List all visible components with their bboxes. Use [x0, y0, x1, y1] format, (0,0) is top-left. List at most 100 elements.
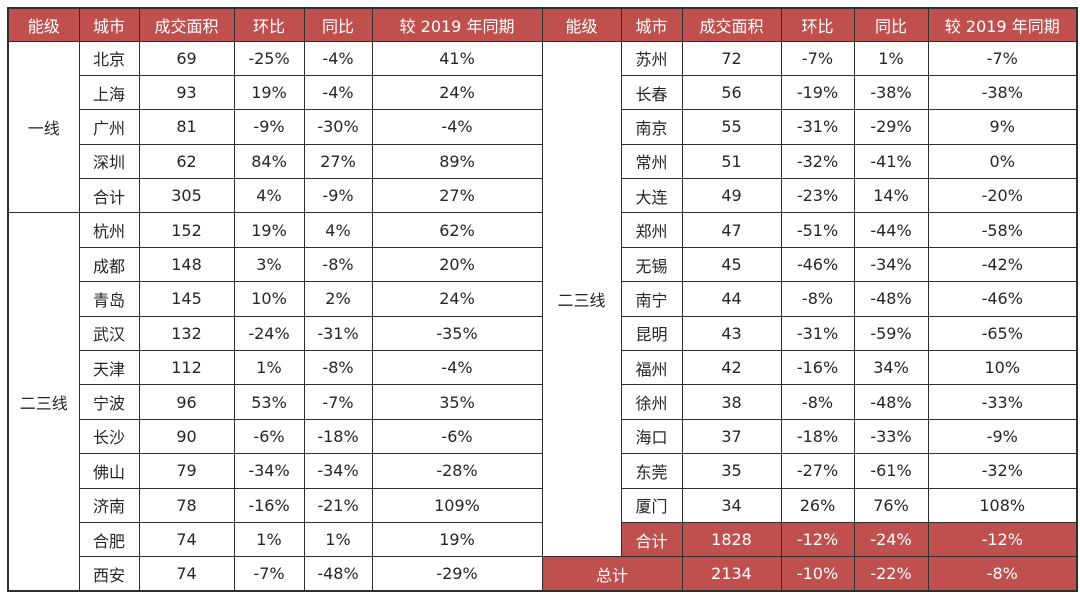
city-cell: 长春 [620, 74, 683, 111]
yoy-cell: -9% [303, 178, 373, 214]
vs2019-cell: 10% [927, 350, 1078, 386]
city-cell: 郑州 [620, 212, 683, 248]
area-cell: 145 [138, 281, 235, 317]
subtotal-area-cell: 1828 [681, 521, 782, 558]
city-cell: 北京 [78, 40, 140, 76]
vs2019-cell: -9% [927, 418, 1078, 455]
table-row: 长沙 90 -6% -18% -6% 海口 37 -18% -33% -9% [8, 418, 1078, 455]
city-cell: 福州 [620, 350, 683, 386]
yoy-cell: -48% [303, 556, 373, 592]
mom-cell: 26% [780, 487, 855, 523]
yoy-cell: 2% [303, 281, 373, 317]
area-cell: 35 [681, 453, 782, 489]
table-row: 成都 148 3% -8% 20% 无锡 45 -46% -34% -42% [8, 246, 1078, 283]
vs2019-cell: 24% [371, 74, 543, 111]
vs2019-cell: -33% [927, 384, 1078, 420]
area-cell: 81 [138, 109, 235, 145]
area-cell: 37 [681, 418, 782, 455]
table-row: 西安 74 -7% -48% -29% 总计 2134 -10% -22% -8% [8, 556, 1078, 592]
area-cell: 78 [138, 487, 235, 523]
city-cell: 西安 [78, 556, 140, 592]
city-cell: 杭州 [78, 212, 140, 248]
yoy-cell: -4% [303, 74, 373, 111]
vs2019-cell: -32% [927, 453, 1078, 489]
mom-cell: -16% [233, 487, 305, 523]
grand-total-vs2019-cell: -8% [927, 556, 1078, 592]
header-vs2019-left: 较 2019 年同期 [371, 7, 543, 42]
mom-cell: -34% [233, 453, 305, 489]
header-tier-right: 能级 [541, 7, 622, 42]
city-cell: 天津 [78, 350, 140, 386]
table-row: 二三线 杭州 152 19% 4% 62% 郑州 47 -51% -44% -58% [7, 212, 1078, 592]
vs2019-cell: -58% [927, 212, 1078, 248]
area-cell: 34 [681, 487, 782, 523]
header-mom-right: 环比 [780, 7, 855, 42]
yoy-cell: -34% [303, 453, 373, 489]
mom-cell: -27% [780, 453, 855, 489]
header-city-right: 城市 [620, 7, 683, 42]
area-cell: 79 [138, 453, 235, 489]
yoy-cell: -18% [303, 418, 373, 455]
mom-cell: -25% [233, 40, 305, 76]
vs2019-cell: 41% [371, 40, 543, 76]
city-cell: 青岛 [78, 281, 140, 317]
area-cell: 305 [138, 178, 235, 214]
vs2019-cell: 24% [371, 281, 543, 317]
mom-cell: -8% [780, 281, 855, 317]
yoy-cell: -21% [303, 487, 373, 523]
table-row: 合计 305 4% -9% 27% 大连 49 -23% 14% -20% [8, 178, 1078, 214]
vs2019-cell: 0% [927, 143, 1078, 180]
mom-cell: -51% [780, 212, 855, 248]
yoy-cell: 14% [853, 178, 929, 214]
vs2019-cell: 108% [927, 487, 1078, 523]
city-cell: 苏州 [620, 40, 683, 76]
header-tier-left: 能级 [7, 7, 80, 42]
area-cell: 56 [681, 74, 782, 111]
mom-cell: -9% [233, 109, 305, 145]
city-cell: 大连 [620, 178, 683, 214]
mom-cell: -19% [780, 74, 855, 111]
mom-cell: -24% [233, 315, 305, 352]
yoy-cell: -61% [853, 453, 929, 489]
area-cell: 69 [138, 40, 235, 76]
mom-cell: -23% [780, 178, 855, 214]
area-cell: 49 [681, 178, 782, 214]
area-cell: 47 [681, 212, 782, 248]
mom-cell: 3% [233, 246, 305, 283]
yoy-cell: -33% [853, 418, 929, 455]
header-vs2019-right: 较 2019 年同期 [927, 7, 1078, 42]
mom-cell: -46% [780, 246, 855, 283]
city-cell: 合计 [78, 178, 140, 214]
grand-total-yoy-cell: -22% [853, 556, 929, 592]
table-row: 广州 81 -9% -30% -4% 南京 55 -31% -29% 9% [8, 109, 1078, 145]
mom-cell: -31% [780, 109, 855, 145]
vs2019-cell: -65% [927, 315, 1078, 352]
city-cell: 长沙 [78, 418, 140, 455]
city-cell: 成都 [78, 246, 140, 283]
table-row: 济南 78 -16% -21% 109% 厦门 34 26% 76% 108% [8, 487, 1078, 523]
city-cell: 合肥 [78, 521, 140, 558]
yoy-cell: 76% [853, 487, 929, 523]
mom-cell: 19% [233, 74, 305, 111]
city-cell: 上海 [78, 74, 140, 111]
mom-cell: 1% [233, 350, 305, 386]
vs2019-cell: -4% [371, 350, 543, 386]
header-yoy-left: 同比 [303, 7, 373, 42]
mom-cell: -31% [780, 315, 855, 352]
area-cell: 44 [681, 281, 782, 317]
mom-cell: -7% [780, 40, 855, 76]
grand-total-label: 总计 [541, 556, 683, 592]
area-cell: 74 [138, 521, 235, 558]
vs2019-cell: -38% [927, 74, 1078, 111]
yoy-cell: -7% [303, 384, 373, 420]
table-row: 一线 北京 69 -25% -4% 41% 二三线 苏州 72 -7% 1% -7% [7, 40, 1078, 558]
table-row: 天津 112 1% -8% -4% 福州 42 -16% 34% 10% [8, 350, 1078, 386]
mom-cell: -16% [780, 350, 855, 386]
city-cell: 宁波 [78, 384, 140, 420]
tier-cell: 二三线 [7, 212, 80, 592]
city-cell: 徐州 [620, 384, 683, 420]
vs2019-cell: -4% [371, 109, 543, 145]
area-cell: 152 [138, 212, 235, 248]
yoy-cell: -8% [303, 246, 373, 283]
mom-cell: -6% [233, 418, 305, 455]
